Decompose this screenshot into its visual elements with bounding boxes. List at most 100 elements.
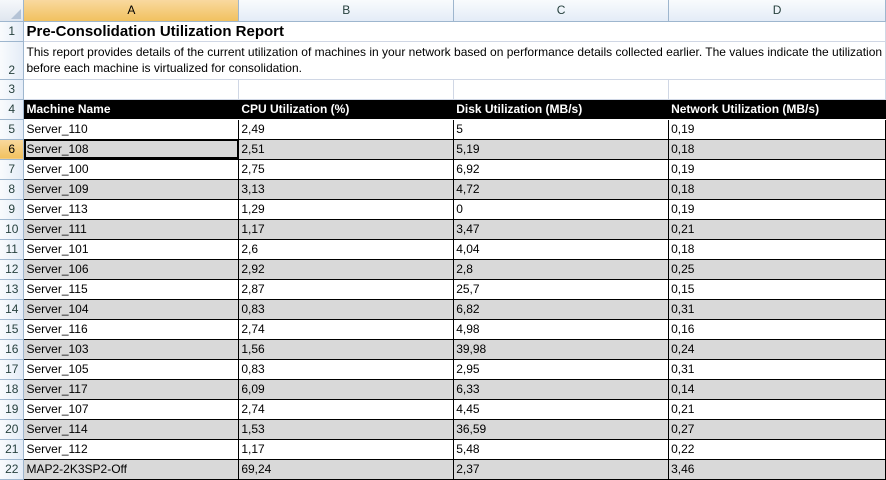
cell-disk[interactable]: 39,98 bbox=[453, 339, 670, 360]
column-header-d[interactable]: D bbox=[668, 0, 886, 22]
row-header[interactable]: 8 bbox=[0, 179, 25, 200]
cell-machine-name[interactable]: Server_113 bbox=[23, 199, 240, 220]
cell-machine-name[interactable]: Server_103 bbox=[23, 339, 240, 360]
cell-machine-name[interactable]: Server_107 bbox=[23, 399, 240, 420]
cell-cpu[interactable]: 1,56 bbox=[238, 339, 455, 360]
cell-machine-name[interactable]: Server_101 bbox=[23, 239, 240, 260]
cell-machine-name[interactable]: Server_114 bbox=[23, 419, 240, 440]
report-description[interactable]: This report provides details of the curr… bbox=[23, 41, 886, 80]
cell-machine-name[interactable]: Server_108 bbox=[23, 139, 240, 160]
cell-disk[interactable]: 2,95 bbox=[453, 359, 670, 380]
empty-cell[interactable] bbox=[453, 79, 670, 100]
cell-network[interactable]: 0,31 bbox=[668, 359, 886, 380]
cell-disk[interactable]: 25,7 bbox=[453, 279, 670, 300]
cell-cpu[interactable]: 2,75 bbox=[238, 159, 455, 180]
row-header[interactable]: 22 bbox=[0, 459, 25, 480]
cell-cpu[interactable]: 2,49 bbox=[238, 119, 455, 140]
cell-cpu[interactable]: 6,09 bbox=[238, 379, 455, 400]
cell-cpu[interactable]: 2,74 bbox=[238, 319, 455, 340]
header-network-utilization[interactable]: Network Utilization (MB/s) bbox=[668, 99, 886, 120]
row-header[interactable]: 1 bbox=[0, 21, 25, 42]
cell-disk[interactable]: 3,47 bbox=[453, 219, 670, 240]
row-header[interactable]: 16 bbox=[0, 339, 25, 360]
cell-machine-name[interactable]: Server_117 bbox=[23, 379, 240, 400]
cell-network[interactable]: 3,46 bbox=[668, 459, 886, 480]
cell-network[interactable]: 0,21 bbox=[668, 399, 886, 420]
cell-machine-name[interactable]: Server_105 bbox=[23, 359, 240, 380]
cell-disk[interactable]: 36,59 bbox=[453, 419, 670, 440]
cell-network[interactable]: 0,19 bbox=[668, 199, 886, 220]
cell-network[interactable]: 0,19 bbox=[668, 159, 886, 180]
cell-machine-name[interactable]: Server_106 bbox=[23, 259, 240, 280]
cell-disk[interactable]: 2,37 bbox=[453, 459, 670, 480]
cell-disk[interactable]: 4,72 bbox=[453, 179, 670, 200]
cell-machine-name[interactable]: Server_109 bbox=[23, 179, 240, 200]
cell-network[interactable]: 0,27 bbox=[668, 419, 886, 440]
cell-machine-name[interactable]: MAP2-2K3SP2-Off bbox=[23, 459, 240, 480]
cell-cpu[interactable]: 1,17 bbox=[238, 439, 455, 460]
empty-cell[interactable] bbox=[668, 79, 886, 100]
cell-cpu[interactable]: 0,83 bbox=[238, 359, 455, 380]
row-header[interactable]: 10 bbox=[0, 219, 25, 240]
empty-cell[interactable] bbox=[23, 79, 240, 100]
header-machine-name[interactable]: Machine Name bbox=[23, 99, 240, 120]
cell-network[interactable]: 0,21 bbox=[668, 219, 886, 240]
row-header[interactable]: 14 bbox=[0, 299, 25, 320]
cell-cpu[interactable]: 1,53 bbox=[238, 419, 455, 440]
cell-disk[interactable]: 6,33 bbox=[453, 379, 670, 400]
header-disk-utilization[interactable]: Disk Utilization (MB/s) bbox=[453, 99, 670, 120]
cell-cpu[interactable]: 69,24 bbox=[238, 459, 455, 480]
cell-disk[interactable]: 5,19 bbox=[453, 139, 670, 160]
column-header-c[interactable]: C bbox=[453, 0, 670, 22]
row-header[interactable]: 17 bbox=[0, 359, 25, 380]
cell-disk[interactable]: 0 bbox=[453, 199, 670, 220]
row-header[interactable]: 19 bbox=[0, 399, 25, 420]
cell-disk[interactable]: 5,48 bbox=[453, 439, 670, 460]
cell-cpu[interactable]: 2,92 bbox=[238, 259, 455, 280]
row-header[interactable]: 21 bbox=[0, 439, 25, 460]
cell-network[interactable]: 0,25 bbox=[668, 259, 886, 280]
cell-disk[interactable]: 2,8 bbox=[453, 259, 670, 280]
row-header[interactable]: 7 bbox=[0, 159, 25, 180]
cell-machine-name[interactable]: Server_116 bbox=[23, 319, 240, 340]
cell-network[interactable]: 0,22 bbox=[668, 439, 886, 460]
cell-cpu[interactable]: 2,87 bbox=[238, 279, 455, 300]
cell-cpu[interactable]: 1,29 bbox=[238, 199, 455, 220]
select-all-corner[interactable] bbox=[0, 0, 25, 22]
cell-network[interactable]: 0,19 bbox=[668, 119, 886, 140]
cell-network[interactable]: 0,18 bbox=[668, 179, 886, 200]
cell-network[interactable]: 0,16 bbox=[668, 319, 886, 340]
cell-cpu[interactable]: 2,74 bbox=[238, 399, 455, 420]
cell-cpu[interactable]: 3,13 bbox=[238, 179, 455, 200]
row-header[interactable]: 2 bbox=[0, 41, 25, 80]
cell-network[interactable]: 0,31 bbox=[668, 299, 886, 320]
cell-disk[interactable]: 4,45 bbox=[453, 399, 670, 420]
cell-disk[interactable]: 4,04 bbox=[453, 239, 670, 260]
cell-machine-name[interactable]: Server_110 bbox=[23, 119, 240, 140]
cell-machine-name[interactable]: Server_112 bbox=[23, 439, 240, 460]
cell-network[interactable]: 0,14 bbox=[668, 379, 886, 400]
header-cpu-utilization[interactable]: CPU Utilization (%) bbox=[238, 99, 455, 120]
cell-network[interactable]: 0,15 bbox=[668, 279, 886, 300]
row-header[interactable]: 18 bbox=[0, 379, 25, 400]
row-header[interactable]: 9 bbox=[0, 199, 25, 220]
cell-network[interactable]: 0,18 bbox=[668, 139, 886, 160]
row-header[interactable]: 4 bbox=[0, 99, 25, 120]
cell-machine-name[interactable]: Server_111 bbox=[23, 219, 240, 240]
cell-machine-name[interactable]: Server_104 bbox=[23, 299, 240, 320]
column-header-a[interactable]: A bbox=[23, 0, 240, 22]
cell-network[interactable]: 0,18 bbox=[668, 239, 886, 260]
row-header[interactable]: 6 bbox=[0, 139, 25, 160]
row-header[interactable]: 13 bbox=[0, 279, 25, 300]
cell-cpu[interactable]: 0,83 bbox=[238, 299, 455, 320]
cell-disk[interactable]: 5 bbox=[453, 119, 670, 140]
row-header[interactable]: 12 bbox=[0, 259, 25, 280]
cell-disk[interactable]: 6,82 bbox=[453, 299, 670, 320]
empty-cell[interactable] bbox=[238, 79, 455, 100]
row-header[interactable]: 11 bbox=[0, 239, 25, 260]
row-header[interactable]: 15 bbox=[0, 319, 25, 340]
row-header[interactable]: 5 bbox=[0, 119, 25, 140]
row-header[interactable]: 3 bbox=[0, 79, 25, 100]
cell-machine-name[interactable]: Server_100 bbox=[23, 159, 240, 180]
